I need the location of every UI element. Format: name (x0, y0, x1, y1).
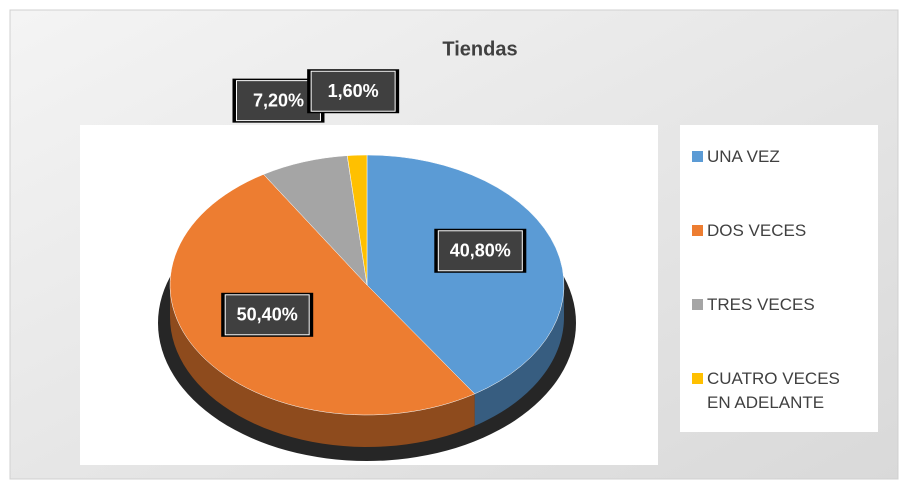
data-label: 1,60% (328, 81, 379, 101)
legend-swatch (692, 373, 703, 384)
pie-slice (346, 154, 368, 286)
label-box (235, 80, 321, 122)
slice-side (170, 285, 475, 447)
pie-slice (169, 174, 476, 416)
pie-slice (366, 154, 565, 395)
label-box (437, 230, 523, 272)
label-box (224, 294, 310, 336)
label-box (310, 70, 396, 112)
legend-label: DOS VECES (707, 221, 807, 240)
legend: UNA VEZ DOS VECES TRES VECES CUATRO VECES E… (680, 125, 878, 432)
data-label: 7,20% (253, 90, 304, 110)
data-label: 40,80% (450, 241, 511, 261)
legend-entry: TRES VECES (692, 293, 868, 367)
legend-label: TRES VECES (707, 295, 815, 314)
legend-label: UNA VEZ (707, 147, 780, 166)
slice-side (474, 285, 564, 426)
data-labels: 40,80% 50,40% 7,20% 1,60% (221, 69, 527, 337)
legend-entry: CUATRO VECES EN ADELANTE (692, 367, 868, 441)
pie (158, 154, 576, 461)
legend-swatch (692, 299, 703, 310)
legend-entry: DOS VECES (692, 219, 868, 293)
data-label: 50,40% (237, 305, 298, 325)
chart-title: Tiendas (442, 38, 517, 60)
legend-entry: UNA VEZ (692, 145, 868, 219)
legend-swatch (692, 151, 703, 162)
legend-swatch (692, 225, 703, 236)
legend-label: CUATRO VECES EN ADELANTE (707, 369, 840, 412)
